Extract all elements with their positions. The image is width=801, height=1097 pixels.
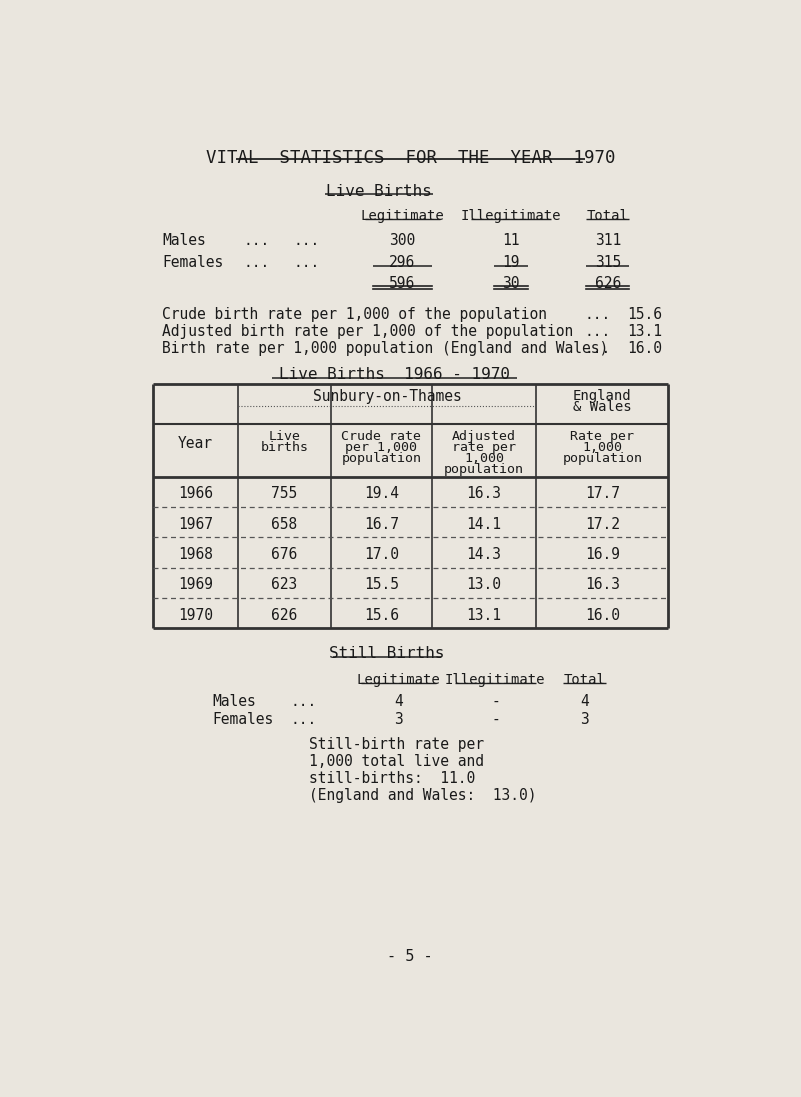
Text: Year: Year: [178, 436, 213, 451]
Text: 17.7: 17.7: [585, 486, 620, 501]
Text: Still-birth rate per: Still-birth rate per: [309, 737, 485, 751]
Text: Live: Live: [268, 430, 300, 443]
Text: 11: 11: [502, 234, 520, 248]
Text: 13.0: 13.0: [467, 577, 501, 592]
Text: England: England: [573, 388, 632, 403]
Text: per 1,000: per 1,000: [345, 441, 417, 454]
Text: 15.5: 15.5: [364, 577, 399, 592]
Text: 16.0: 16.0: [627, 341, 662, 357]
Text: 16.9: 16.9: [585, 547, 620, 562]
Text: population: population: [341, 452, 421, 465]
Text: Total: Total: [564, 672, 606, 687]
Text: 19.4: 19.4: [364, 486, 399, 501]
Text: Live Births  1966 - 1970: Live Births 1966 - 1970: [279, 367, 510, 382]
Text: 1,000: 1,000: [582, 441, 622, 454]
Text: 658: 658: [272, 517, 298, 532]
Text: 296: 296: [389, 255, 416, 270]
Text: 755: 755: [272, 486, 298, 501]
Text: 1966: 1966: [178, 486, 213, 501]
Text: population: population: [562, 452, 642, 465]
Text: 311: 311: [594, 234, 621, 248]
Text: 19: 19: [502, 255, 520, 270]
Text: Rate per: Rate per: [570, 430, 634, 443]
Text: 1970: 1970: [178, 608, 213, 623]
Text: Total: Total: [587, 208, 629, 223]
Text: 626: 626: [594, 275, 621, 291]
Text: 16.3: 16.3: [467, 486, 501, 501]
Text: 30: 30: [502, 275, 520, 291]
Text: Legitimate: Legitimate: [360, 208, 445, 223]
Text: 1967: 1967: [178, 517, 213, 532]
Text: 17.2: 17.2: [585, 517, 620, 532]
Text: 3: 3: [580, 712, 589, 727]
Text: 15.6: 15.6: [364, 608, 399, 623]
Text: 3: 3: [394, 712, 403, 727]
Text: ...: ...: [244, 255, 270, 270]
Text: ...: ...: [244, 234, 270, 248]
Text: Legitimate: Legitimate: [356, 672, 441, 687]
Text: VITAL  STATISTICS  FOR  THE  YEAR  1970: VITAL STATISTICS FOR THE YEAR 1970: [206, 148, 616, 167]
Text: 4: 4: [580, 693, 589, 709]
Text: 1,000: 1,000: [464, 452, 504, 465]
Text: 1969: 1969: [178, 577, 213, 592]
Text: births: births: [260, 441, 308, 454]
Text: -: -: [491, 712, 500, 727]
Text: 300: 300: [389, 234, 416, 248]
Text: 626: 626: [272, 608, 298, 623]
Text: Crude rate: Crude rate: [341, 430, 421, 443]
Text: (England and Wales:  13.0): (England and Wales: 13.0): [309, 788, 537, 803]
Text: Males: Males: [212, 693, 256, 709]
Text: Still Births: Still Births: [329, 646, 445, 661]
Text: Females: Females: [212, 712, 274, 727]
Text: 16.3: 16.3: [585, 577, 620, 592]
Text: Adjusted birth rate per 1,000 of the population: Adjusted birth rate per 1,000 of the pop…: [162, 324, 574, 339]
Text: Crude birth rate per 1,000 of the population: Crude birth rate per 1,000 of the popula…: [162, 307, 547, 323]
Text: 676: 676: [272, 547, 298, 562]
Text: still-births:  11.0: still-births: 11.0: [309, 771, 476, 785]
Text: Live Births: Live Births: [326, 184, 432, 199]
Text: 15.6: 15.6: [627, 307, 662, 323]
Text: 623: 623: [272, 577, 298, 592]
Text: Males: Males: [162, 234, 206, 248]
Text: ...: ...: [585, 341, 610, 357]
Text: 1,000 total live and: 1,000 total live and: [309, 754, 485, 769]
Text: Illegitimate: Illegitimate: [461, 208, 562, 223]
Text: ...: ...: [294, 234, 320, 248]
Text: Birth rate per 1,000 population (England and Wales): Birth rate per 1,000 population (England…: [162, 341, 609, 357]
Text: 13.1: 13.1: [467, 608, 501, 623]
Text: 14.3: 14.3: [467, 547, 501, 562]
Text: 16.7: 16.7: [364, 517, 399, 532]
Text: Adjusted: Adjusted: [452, 430, 516, 443]
Text: 315: 315: [594, 255, 621, 270]
Text: ...: ...: [290, 693, 316, 709]
Text: 4: 4: [394, 693, 403, 709]
Text: population: population: [444, 463, 524, 476]
Text: Illegitimate: Illegitimate: [445, 672, 545, 687]
Text: & Wales: & Wales: [573, 399, 632, 414]
Text: Females: Females: [162, 255, 223, 270]
Text: Sunbury-on-Thames: Sunbury-on-Thames: [313, 388, 461, 404]
Text: 596: 596: [389, 275, 416, 291]
Text: - 5 -: - 5 -: [388, 949, 433, 964]
Text: ...: ...: [294, 255, 320, 270]
Text: 17.0: 17.0: [364, 547, 399, 562]
Text: 16.0: 16.0: [585, 608, 620, 623]
Text: 14.1: 14.1: [467, 517, 501, 532]
Text: -: -: [491, 693, 500, 709]
Text: 13.1: 13.1: [627, 324, 662, 339]
Text: 1968: 1968: [178, 547, 213, 562]
Text: ...: ...: [585, 324, 610, 339]
Text: rate per: rate per: [452, 441, 516, 454]
Text: ...: ...: [585, 307, 610, 323]
Text: ...: ...: [290, 712, 316, 727]
